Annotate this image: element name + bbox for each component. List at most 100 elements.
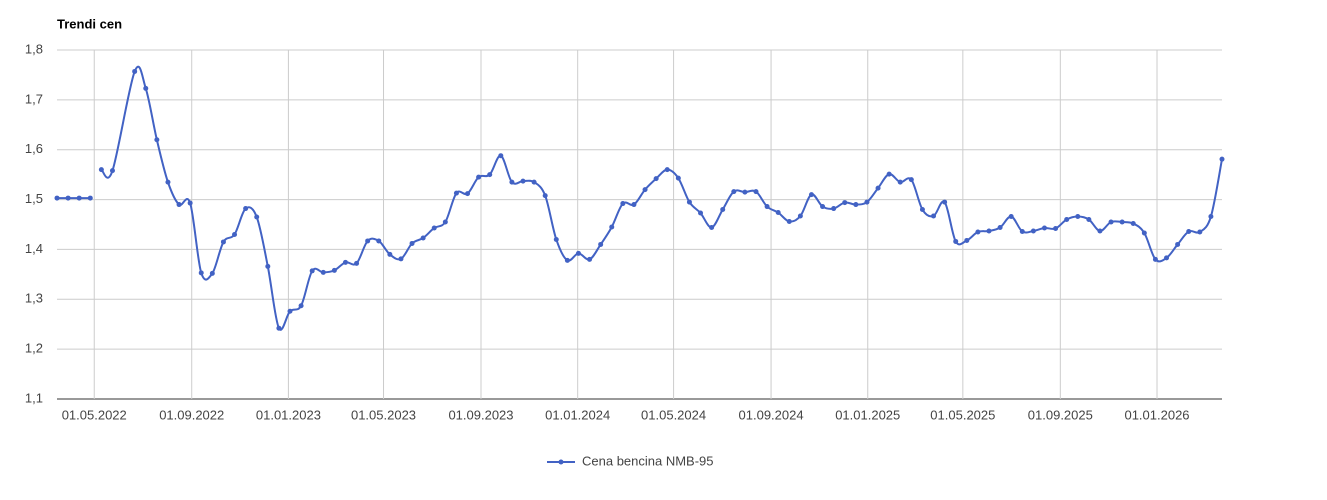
data-point: [797, 213, 803, 219]
data-point: [808, 192, 814, 198]
data-point: [1019, 228, 1025, 234]
data-point: [342, 259, 348, 265]
data-point: [132, 68, 138, 74]
data-point: [176, 202, 182, 208]
data-point: [686, 199, 692, 205]
data-point: [919, 207, 925, 213]
y-tick-label: 1,2: [25, 341, 43, 356]
data-point: [476, 174, 482, 180]
data-point: [509, 179, 515, 185]
data-point: [465, 191, 471, 197]
data-point: [1097, 228, 1103, 234]
legend-label: Cena bencina NMB-95: [582, 453, 714, 468]
data-point: [853, 202, 859, 208]
x-tick-label: 01.09.2025: [1028, 407, 1093, 422]
data-point: [587, 256, 593, 262]
data-point: [54, 195, 60, 201]
y-tick-label: 1,7: [25, 91, 43, 106]
data-point: [886, 171, 892, 177]
data-point: [542, 193, 548, 199]
x-tick-label: 01.05.2022: [62, 407, 127, 422]
data-point: [1141, 230, 1147, 236]
data-point: [1030, 228, 1036, 234]
x-tick-label: 01.05.2023: [351, 407, 416, 422]
data-point: [498, 153, 504, 159]
data-point: [1164, 255, 1170, 261]
data-point: [1152, 256, 1158, 262]
data-point: [553, 236, 559, 242]
data-point: [487, 172, 493, 178]
data-point: [1130, 221, 1136, 227]
data-point: [376, 238, 382, 244]
data-point: [764, 204, 770, 210]
y-tick-label: 1,5: [25, 191, 43, 206]
data-point: [165, 179, 171, 185]
data-point: [642, 187, 648, 193]
y-tick-label: 1,1: [25, 390, 43, 405]
x-tick-label: 01.09.2024: [739, 407, 804, 422]
data-point: [1197, 229, 1203, 235]
data-point: [675, 175, 681, 181]
data-point: [1086, 217, 1092, 223]
data-point: [1075, 214, 1081, 220]
data-point: [975, 229, 981, 235]
data-point: [786, 219, 792, 225]
data-point: [942, 199, 948, 205]
data-point: [1208, 214, 1214, 220]
x-tick-label: 01.01.2024: [545, 407, 610, 422]
data-point: [187, 200, 193, 206]
data-point: [109, 168, 115, 174]
x-tick-label: 01.05.2024: [641, 407, 706, 422]
data-point: [420, 235, 426, 241]
y-tick-label: 1,4: [25, 241, 43, 256]
data-point: [232, 231, 238, 237]
data-point: [1041, 225, 1047, 231]
data-point: [1186, 228, 1192, 234]
data-point: [698, 210, 704, 216]
data-point: [753, 189, 759, 195]
y-tick-label: 1,6: [25, 141, 43, 156]
data-point: [431, 225, 437, 231]
data-point: [564, 257, 570, 263]
data-point: [908, 177, 914, 183]
data-point: [354, 260, 360, 266]
data-point: [365, 238, 371, 244]
data-point: [287, 308, 293, 314]
y-tick-label: 1,3: [25, 291, 43, 306]
data-point: [1008, 214, 1014, 220]
x-tick-label: 01.05.2025: [930, 407, 995, 422]
data-point: [65, 195, 71, 201]
legend-swatch-dot: [558, 459, 564, 465]
x-tick-label: 01.09.2023: [448, 407, 513, 422]
data-point: [931, 213, 937, 219]
data-point: [964, 237, 970, 243]
data-point: [953, 238, 959, 244]
data-point: [1108, 219, 1114, 225]
data-point: [398, 256, 404, 262]
data-point: [531, 179, 537, 185]
data-point: [331, 267, 337, 273]
data-point: [220, 239, 226, 245]
data-point: [731, 189, 737, 195]
data-point: [1053, 225, 1059, 231]
data-point: [276, 325, 282, 331]
data-point: [387, 251, 393, 257]
data-point: [209, 270, 215, 276]
data-point: [76, 195, 82, 201]
data-point: [98, 167, 104, 173]
data-point: [265, 263, 271, 269]
x-tick-label: 01.01.2025: [835, 407, 900, 422]
data-point: [620, 201, 626, 207]
data-point: [320, 269, 326, 275]
data-point: [664, 167, 670, 173]
data-point: [1064, 217, 1070, 223]
data-point: [1175, 241, 1181, 247]
data-point: [453, 190, 459, 196]
x-tick-label: 01.09.2022: [159, 407, 224, 422]
data-point: [864, 199, 870, 205]
data-point: [198, 270, 204, 276]
data-point: [442, 219, 448, 225]
data-point: [1119, 219, 1125, 225]
data-point: [842, 200, 848, 206]
